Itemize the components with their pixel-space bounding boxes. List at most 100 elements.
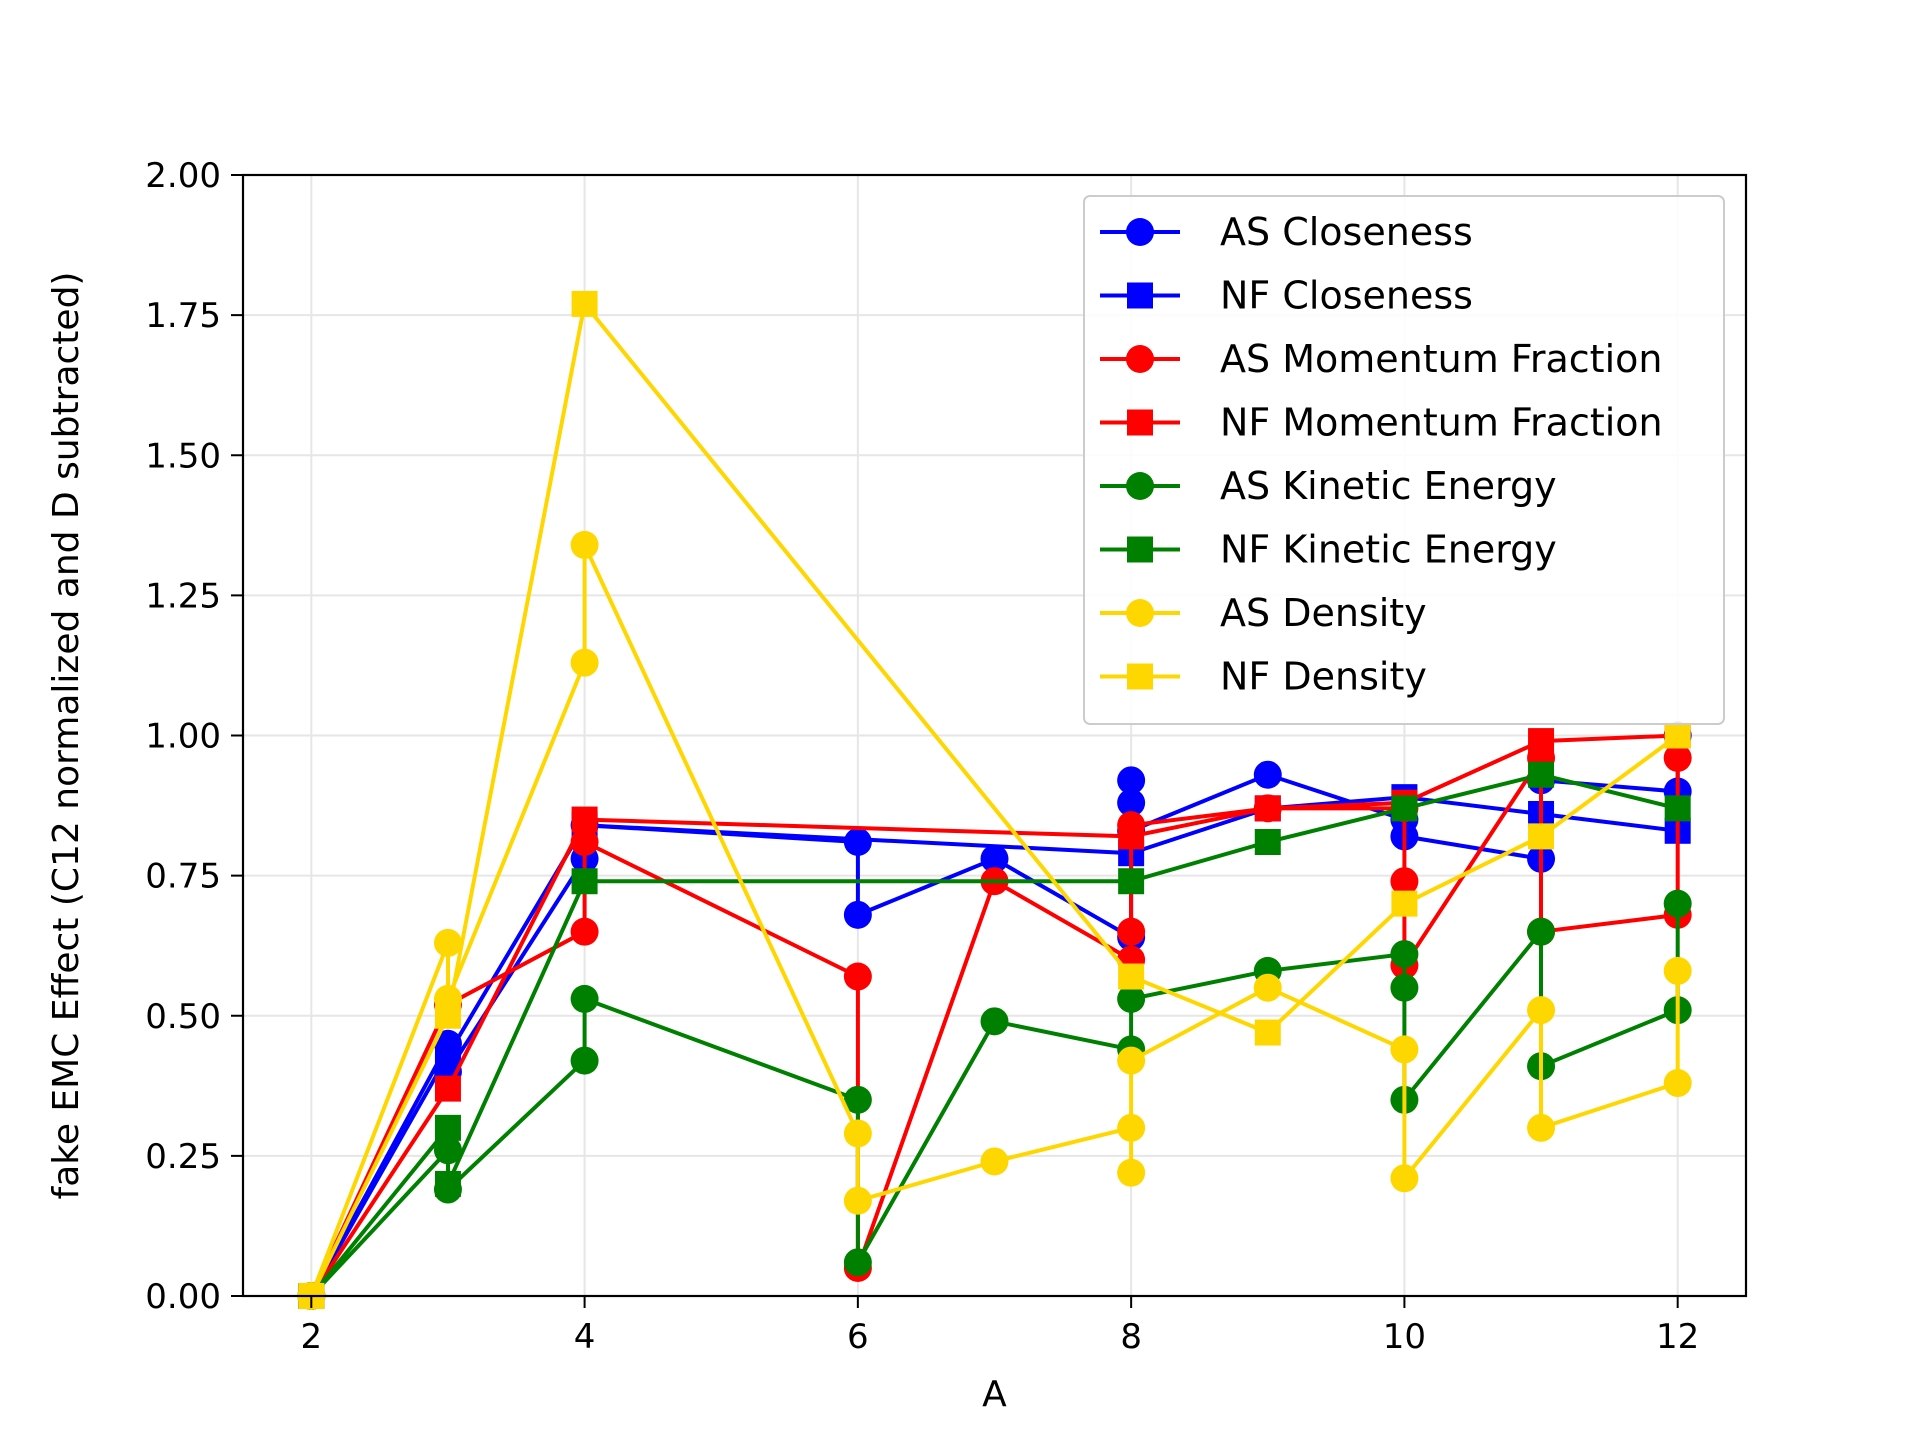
data-point	[1391, 795, 1418, 822]
data-point	[980, 844, 1009, 873]
data-point	[571, 868, 598, 895]
data-point	[1118, 823, 1145, 850]
data-point	[1253, 760, 1282, 789]
data-point	[1117, 1158, 1146, 1187]
legend-item: NF Momentum Fraction	[1100, 401, 1663, 445]
data-point	[1527, 917, 1556, 946]
legend-label: NF Density	[1220, 655, 1427, 699]
legend: AS Closeness NF Closeness AS Momentum Frac…	[1083, 195, 1725, 725]
x-axis-label: A	[982, 1374, 1007, 1415]
data-point	[1664, 722, 1691, 749]
data-point	[1117, 917, 1146, 946]
legend-label: AS Closeness	[1220, 210, 1473, 254]
legend-marker	[1127, 536, 1153, 563]
data-point	[1117, 766, 1146, 795]
data-point	[434, 1002, 461, 1029]
data-point	[843, 1186, 872, 1215]
legend-label: NF Kinetic Energy	[1220, 528, 1557, 572]
data-point	[1528, 728, 1555, 755]
series-line	[309, 542, 1680, 1297]
legend-item: AS Closeness	[1100, 210, 1473, 254]
data-point	[1390, 1035, 1419, 1064]
data-point	[1390, 940, 1419, 969]
y-tick-label: 2.00	[145, 156, 221, 196]
data-point	[434, 1075, 461, 1102]
legend-item: NF Kinetic Energy	[1100, 528, 1557, 572]
data-point	[1253, 973, 1282, 1002]
legend-marker	[1126, 599, 1154, 627]
y-axis-label: fake EMC Effect (C12 normalized and D su…	[46, 272, 87, 1200]
series-line	[309, 903, 1680, 1298]
legend-label: NF Momentum Fraction	[1220, 401, 1663, 445]
x-tick-label: 4	[574, 1317, 596, 1357]
data-point	[1390, 1164, 1419, 1193]
legend-item: AS Density	[1100, 591, 1427, 635]
data-point	[1664, 795, 1691, 822]
x-tick-label: 10	[1383, 1317, 1426, 1357]
data-point	[843, 962, 872, 991]
data-point	[571, 806, 598, 833]
data-point	[1254, 1019, 1281, 1046]
legend-label: NF Closeness	[1220, 274, 1473, 318]
y-tick-label: 0.00	[145, 1277, 221, 1317]
x-tick-label: 8	[1120, 1317, 1142, 1357]
data-point	[434, 1041, 461, 1068]
legend-marker	[1126, 472, 1154, 500]
x-tick-label: 12	[1656, 1317, 1699, 1357]
data-point	[1390, 867, 1419, 896]
data-point	[1663, 889, 1692, 918]
data-point	[1117, 788, 1146, 817]
legend-item: NF Density	[1100, 655, 1427, 699]
data-point	[570, 1046, 599, 1075]
legend-item: NF Closeness	[1100, 274, 1473, 318]
series-as-density	[297, 530, 1692, 1310]
series-nf-kinetic-energy	[298, 761, 1691, 1309]
data-point	[434, 1170, 461, 1197]
data-point	[1117, 984, 1146, 1013]
data-point	[570, 530, 599, 559]
legend-item: AS Kinetic Energy	[1100, 464, 1557, 508]
data-point	[843, 1085, 872, 1114]
series-line	[309, 301, 1679, 1297]
x-axis-ticks: 2 4 6 8 10 12	[300, 1296, 1699, 1357]
data-point	[1663, 1069, 1692, 1098]
data-point	[1117, 1113, 1146, 1142]
legend-marker	[1126, 218, 1154, 246]
y-tick-label: 0.50	[145, 997, 221, 1037]
series-line	[309, 733, 1678, 1298]
y-tick-label: 0.75	[145, 857, 221, 897]
data-point	[1390, 973, 1419, 1002]
data-point	[570, 984, 599, 1013]
data-point	[1391, 890, 1418, 917]
data-point	[1118, 868, 1145, 895]
data-point	[1118, 963, 1145, 990]
data-point	[1527, 1113, 1556, 1142]
legend-label: AS Kinetic Energy	[1220, 464, 1557, 508]
data-point	[570, 648, 599, 677]
data-point	[571, 290, 598, 317]
data-point	[843, 827, 872, 856]
series-line	[309, 795, 1678, 1297]
data-point	[980, 1147, 1009, 1176]
y-axis-ticks: 0.00 0.25 0.50 0.75 1.00 1.25 1.50 1.75 2.00	[145, 156, 243, 1317]
y-tick-label: 0.25	[145, 1137, 221, 1177]
legend-marker	[1127, 663, 1153, 690]
series-layer	[297, 290, 1692, 1310]
data-point	[1254, 795, 1281, 822]
y-tick-label: 1.00	[145, 717, 221, 757]
y-tick-label: 1.75	[145, 296, 221, 336]
data-point	[843, 1248, 872, 1277]
legend-label: AS Density	[1220, 591, 1427, 635]
data-point	[433, 928, 462, 957]
data-point	[843, 1119, 872, 1148]
data-point	[1254, 828, 1281, 855]
legend-marker	[1127, 409, 1153, 436]
data-point	[1528, 823, 1555, 850]
data-point	[1527, 996, 1556, 1025]
y-tick-label: 1.50	[145, 436, 221, 476]
legend-label: AS Momentum Fraction	[1220, 337, 1662, 381]
data-point	[1117, 1046, 1146, 1075]
data-point	[980, 1007, 1009, 1036]
series-as-kinetic-energy	[297, 889, 1692, 1310]
